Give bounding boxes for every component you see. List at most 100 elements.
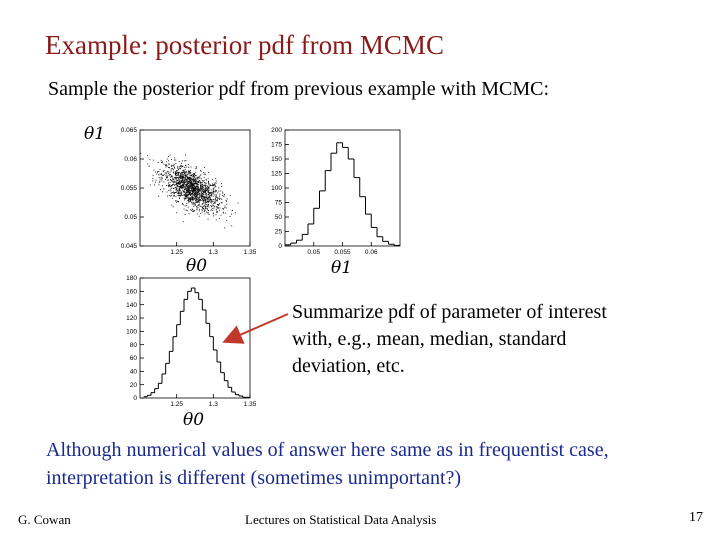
scatter-point (188, 200, 190, 202)
scatter-point (177, 182, 179, 184)
scatter-point (185, 175, 187, 176)
scatter-point (206, 195, 208, 197)
scatter-point (190, 173, 192, 175)
scatter-point (212, 198, 214, 200)
scatter-point (188, 191, 189, 193)
scatter-point (163, 181, 165, 183)
scatter-point (186, 189, 188, 191)
scatter-point (168, 173, 170, 174)
scatter-point (194, 203, 196, 205)
scatter-point (205, 193, 207, 195)
scatter-point (176, 173, 178, 175)
scatter-point (214, 194, 216, 196)
scatter-point (214, 196, 216, 198)
hist-theta1-ytick-label: 175 (271, 142, 282, 149)
scatter-point (197, 194, 199, 196)
scatter-point (194, 177, 196, 179)
scatter-point (199, 202, 201, 204)
scatter-point (193, 211, 195, 213)
scatter-point (204, 202, 206, 204)
scatter-point (182, 180, 184, 182)
scatter-point (216, 199, 218, 201)
scatter-point (215, 199, 217, 201)
scatter-point (178, 172, 180, 174)
scatter-point (192, 184, 193, 186)
scatter-point (193, 183, 195, 184)
scatter-point (183, 176, 185, 178)
scatter-point (210, 185, 212, 186)
scatter-point (178, 168, 180, 170)
scatter-point (171, 181, 173, 183)
scatter-point (198, 203, 200, 205)
scatter-point (192, 184, 194, 186)
scatter-point (212, 193, 214, 195)
scatter-point (152, 159, 154, 161)
scatter-point (191, 183, 192, 185)
scatter-point (198, 191, 200, 193)
scatter-point (196, 188, 198, 190)
scatter-point (181, 162, 182, 164)
scatter-point (218, 204, 220, 206)
scatter-point (210, 191, 212, 193)
scatter-point (206, 201, 207, 203)
scatter-point (169, 171, 171, 173)
scatter-point (162, 175, 164, 176)
scatter-point (203, 208, 205, 210)
scatter-point (188, 178, 190, 180)
scatter-point (214, 202, 216, 204)
scatter-point (215, 190, 217, 192)
scatter-point (194, 186, 196, 188)
scatter-point (183, 174, 185, 176)
scatter-point (201, 211, 203, 213)
scatter-point (165, 172, 167, 174)
scatter-point (187, 185, 189, 187)
scatter-point (177, 166, 179, 168)
scatter-point (199, 189, 201, 191)
hist-theta1-ytick-label: 150 (271, 156, 282, 163)
scatter-point (188, 193, 190, 195)
scatter-point (177, 195, 179, 197)
scatter-point (207, 177, 209, 179)
scatter-point (208, 201, 210, 203)
scatter-point (204, 190, 206, 192)
scatter-point (170, 192, 172, 194)
scatter-point (193, 191, 195, 193)
scatter-point (213, 207, 215, 209)
scatter-point (199, 187, 201, 189)
hist-theta0-xtick-label: 1.35 (244, 401, 257, 408)
scatter-point (184, 193, 186, 195)
scatter-point (208, 191, 209, 193)
scatter-point (191, 179, 193, 181)
scatter-point (183, 171, 185, 173)
scatter-point (187, 206, 189, 208)
scatter-point (190, 179, 192, 181)
scatter-point (175, 159, 177, 161)
scatter-point (176, 200, 178, 202)
scatter-point (191, 182, 193, 184)
scatter-point (195, 178, 196, 180)
scatter-point (198, 204, 200, 206)
scatter-point (187, 182, 189, 184)
scatter-point (231, 225, 233, 227)
scatter-point (155, 171, 156, 173)
scatter-point (161, 180, 163, 182)
scatter-point (176, 170, 177, 172)
scatter-point (208, 212, 210, 214)
scatter-point (183, 191, 185, 193)
scatter-point (194, 202, 196, 204)
scatter-point (182, 176, 184, 178)
scatter-point (203, 202, 204, 204)
scatter-point (192, 183, 194, 185)
scatter-point (184, 195, 186, 197)
scatter-point (209, 197, 211, 199)
scatter-point (159, 178, 161, 180)
hist-theta1-ytick-label: 75 (275, 200, 283, 207)
scatter-point (214, 184, 216, 186)
scatter-point (173, 188, 175, 189)
scatter-point (168, 163, 170, 165)
scatter-point (176, 184, 178, 186)
scatter-point (159, 180, 161, 182)
scatter-point (175, 171, 177, 173)
scatter-point (197, 190, 199, 192)
scatter-point (207, 206, 209, 207)
